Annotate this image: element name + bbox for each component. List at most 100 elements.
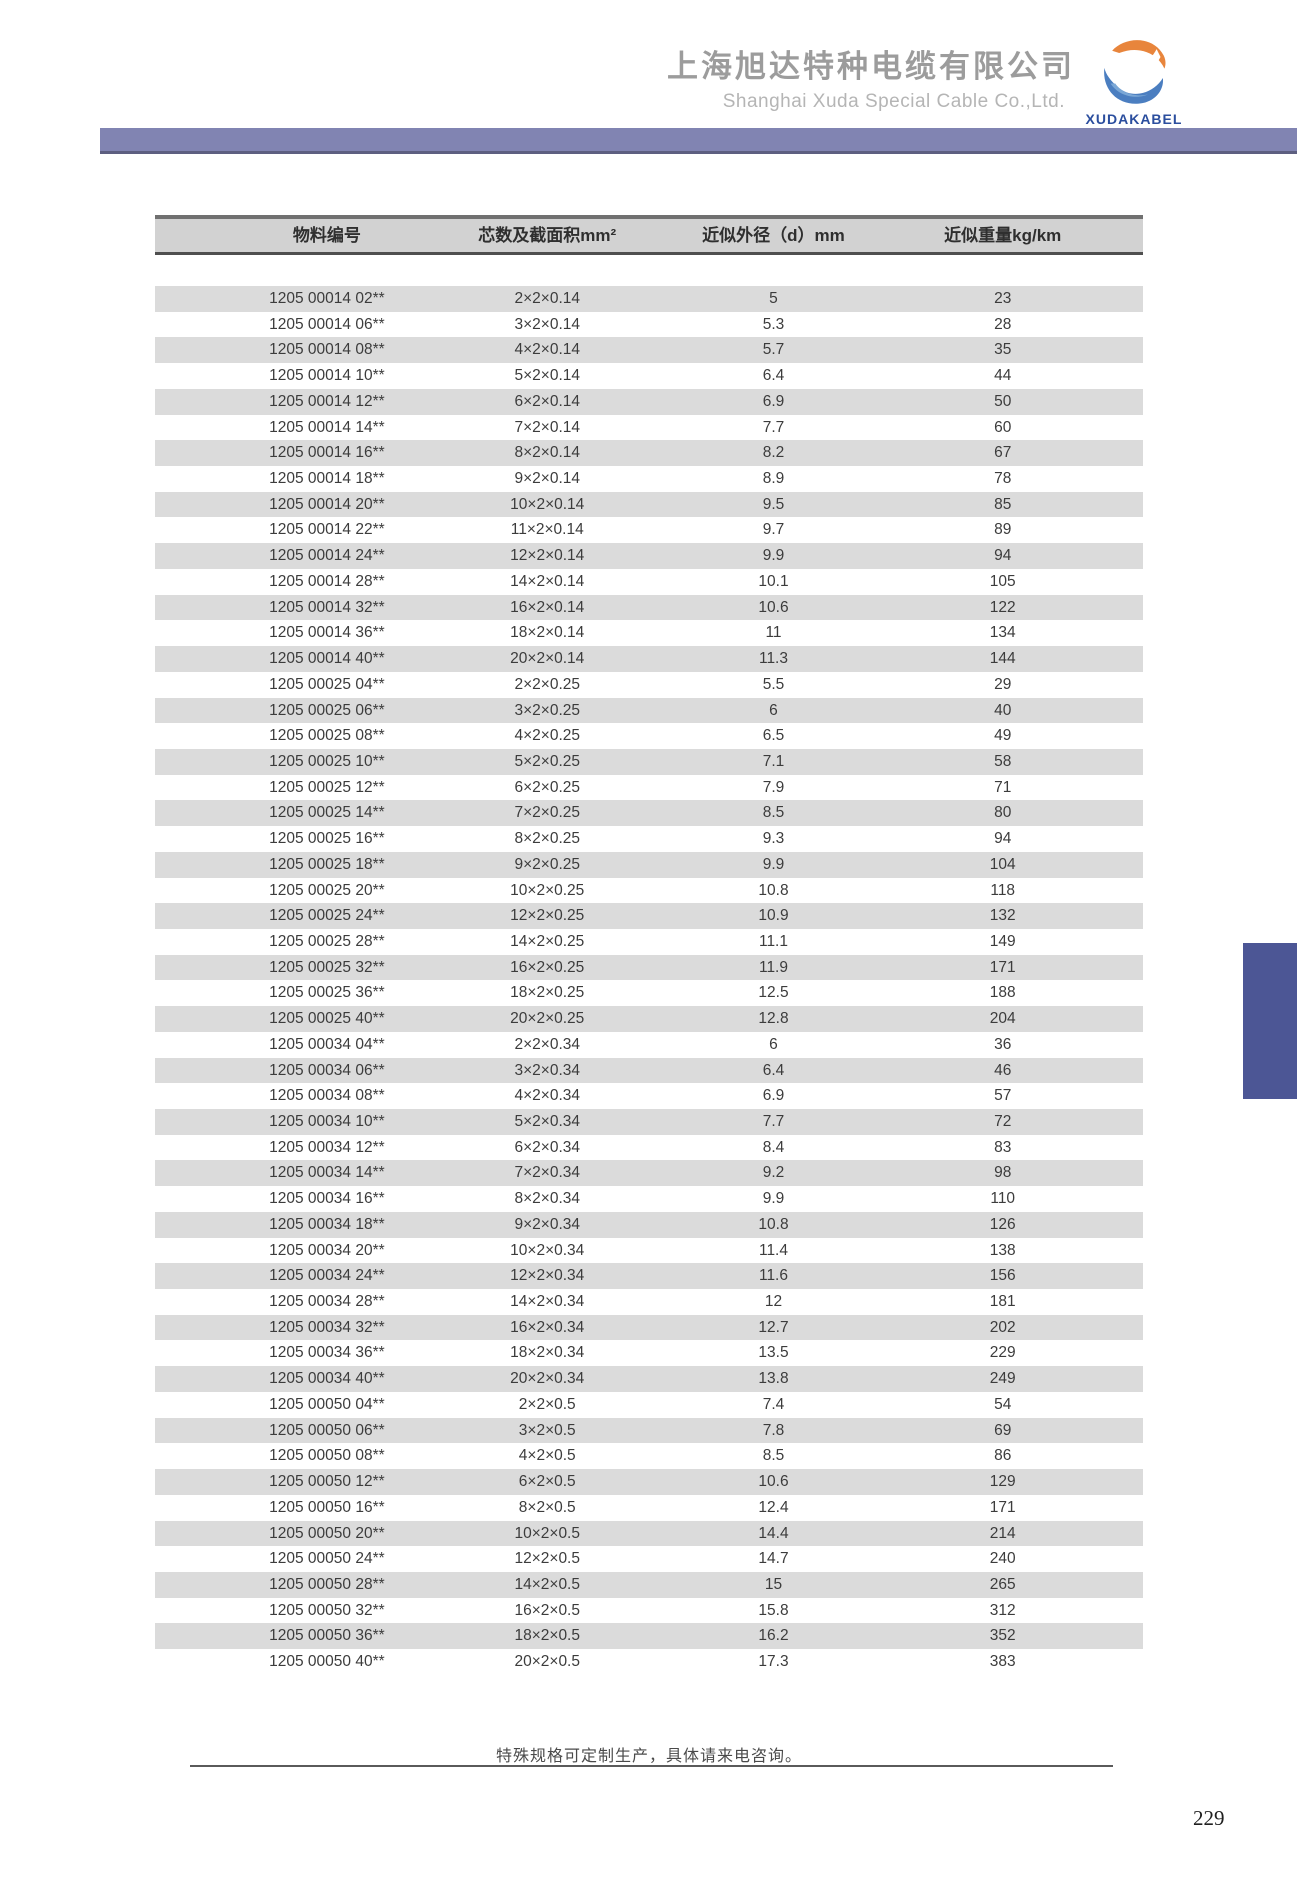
core-section-cell: 14×2×0.5 [514,1575,580,1593]
core-section-cell: 16×2×0.25 [510,958,585,976]
material-code-cell: 1205 00025 04** [269,675,385,693]
core-section-cell: 5×2×0.34 [514,1113,580,1130]
core-section-cell: 3×2×0.34 [514,1061,580,1079]
core-section-cell: 12×2×0.34 [510,1267,585,1285]
weight-cell: 23 [994,290,1012,307]
outer-diameter-cell: 12 [764,1293,783,1311]
core-section-cell: 10×2×0.34 [510,1241,585,1259]
table-row: 1205 00014 14** 7×2×0.14 7.7 60 [155,415,1143,441]
table-row: 1205 00014 08** 4×2×0.14 5.7 35 [155,337,1143,364]
page-number: 229 [1193,1806,1225,1830]
material-code-cell: 1205 00014 18** [269,470,385,488]
core-section-cell: 4×2×0.34 [514,1087,580,1105]
material-code-cell: 1205 00014 08** [269,341,385,359]
table-row: 1205 00050 20** 10×2×0.5 14.4 214 [155,1520,1143,1547]
material-code-cell: 1205 00050 20** [269,1524,385,1542]
material-code-cell: 1205 00014 22** [269,521,385,539]
material-code-cell: 1205 00014 16** [269,444,385,462]
core-section-cell: 20×2×0.14 [510,650,585,668]
weight-cell: 188 [989,984,1016,1002]
column-header-weight: 近似重量kg/km [944,226,1062,245]
weight-cell: 118 [990,881,1016,899]
outer-diameter-cell: 5.5 [762,675,785,693]
material-code-cell: 1205 00025 12** [269,778,385,796]
core-section-cell: 3×2×0.14 [514,315,580,333]
table-row: 1205 00014 12** 6×2×0.14 6.9 50 [155,388,1143,415]
core-section-cell: 18×2×0.25 [510,984,585,1002]
table-row: 1205 00050 36** 18×2×0.5 16.2 352 [155,1623,1143,1650]
table-row: 1205 00050 08** 4×2×0.5 8.5 86 [155,1443,1143,1469]
weight-cell: 49 [994,727,1012,745]
weight-cell: 35 [994,341,1012,359]
material-code-cell: 1205 00014 10** [269,367,385,385]
outer-diameter-cell: 10.6 [758,1473,789,1491]
outer-diameter-cell: 9.5 [762,495,785,513]
material-code-cell: 1205 00050 06** [269,1421,385,1439]
outer-diameter-cell: 5 [769,290,778,307]
table-row: 1205 00034 36** 18×2×0.34 13.5 229 [155,1340,1143,1366]
core-section-cell: 5×2×0.14 [514,367,580,385]
core-section-cell: 2×2×0.34 [514,1035,580,1053]
weight-cell: 94 [994,830,1012,848]
weight-cell: 40 [994,701,1012,719]
weight-cell: 44 [994,367,1012,385]
outer-diameter-cell: 8.5 [762,804,785,822]
core-section-cell: 2×2×0.14 [514,290,580,307]
outer-diameter-cell: 11.6 [758,1267,788,1285]
weight-cell: 229 [989,1344,1016,1362]
weight-cell: 67 [994,444,1012,462]
core-section-cell: 10×2×0.14 [510,495,585,513]
outer-diameter-cell: 11.9 [758,958,788,976]
outer-diameter-cell: 8.9 [762,470,785,488]
material-code-cell: 1205 00050 12** [269,1473,385,1491]
table-row: 1205 00034 04** 2×2×0.34 6 36 [155,1032,1143,1058]
table-row: 1205 00034 06** 3×2×0.34 6.4 46 [155,1057,1143,1084]
material-code-cell: 1205 00014 20** [269,495,385,513]
core-section-cell: 16×2×0.14 [510,598,585,616]
weight-cell: 85 [994,495,1012,513]
outer-diameter-cell: 9.2 [762,1164,785,1182]
weight-cell: 181 [989,1293,1016,1311]
core-section-cell: 10×2×0.5 [514,1524,580,1542]
core-section-cell: 18×2×0.5 [514,1627,580,1645]
table-row: 1205 00025 04** 2×2×0.25 5.5 29 [155,672,1143,698]
weight-cell: 202 [989,1318,1016,1336]
material-code-cell: 1205 00050 04** [269,1395,385,1413]
table-row: 1205 00034 18** 9×2×0.34 10.8 126 [155,1211,1143,1238]
weight-cell: 134 [989,624,1016,642]
footer-note: 特殊规格可定制生产，具体请来电咨询。 [495,1748,802,1765]
table-row: 1205 00034 14** 7×2×0.34 9.2 98 [155,1160,1143,1187]
material-code-cell: 1205 00034 08** [269,1087,385,1105]
outer-diameter-cell: 10.9 [758,907,789,925]
company-name-en: Shanghai Xuda Special Cable Co.,Ltd. [722,91,1065,113]
weight-cell: 129 [989,1473,1016,1491]
material-code-cell: 1205 00034 04** [269,1035,385,1053]
table-header-row: 物料编号 芯数及截面积mm² 近似外径（d）mm 近似重量kg/km [155,215,1143,255]
table-row: 1205 00034 40** 20×2×0.34 13.8 249 [155,1366,1143,1392]
core-section-cell: 8×2×0.5 [518,1498,576,1516]
outer-diameter-cell: 10.8 [758,881,789,899]
table-row: 1205 00014 28** 14×2×0.14 10.1 105 [155,569,1143,595]
column-header-material-code: 物料编号 [292,226,361,245]
table-row: 1205 00014 20** 10×2×0.14 9.5 85 [155,491,1143,518]
weight-cell: 57 [994,1087,1012,1105]
weight-cell: 60 [994,418,1012,436]
outer-diameter-cell: 9.9 [762,547,785,565]
material-code-cell: 1205 00050 40** [269,1653,385,1671]
core-section-cell: 11×2×0.14 [510,521,584,539]
accent-bar [100,128,1297,154]
material-code-cell: 1205 00034 12** [269,1138,385,1156]
material-code-cell: 1205 00034 32** [269,1318,385,1336]
outer-diameter-cell: 7.9 [762,778,785,796]
weight-cell: 72 [994,1113,1012,1130]
material-code-cell: 1205 00014 28** [269,572,385,590]
company-logo-icon [1092,32,1176,110]
core-section-cell: 3×2×0.25 [514,701,580,719]
material-code-cell: 1205 00034 36** [269,1344,385,1362]
core-section-cell: 9×2×0.25 [514,855,580,873]
core-section-cell: 4×2×0.14 [514,341,580,359]
outer-diameter-cell: 5.3 [762,315,785,333]
material-code-cell: 1205 00014 02** [269,290,385,307]
outer-diameter-cell: 10.1 [758,572,789,590]
outer-diameter-cell: 6.9 [762,392,785,410]
